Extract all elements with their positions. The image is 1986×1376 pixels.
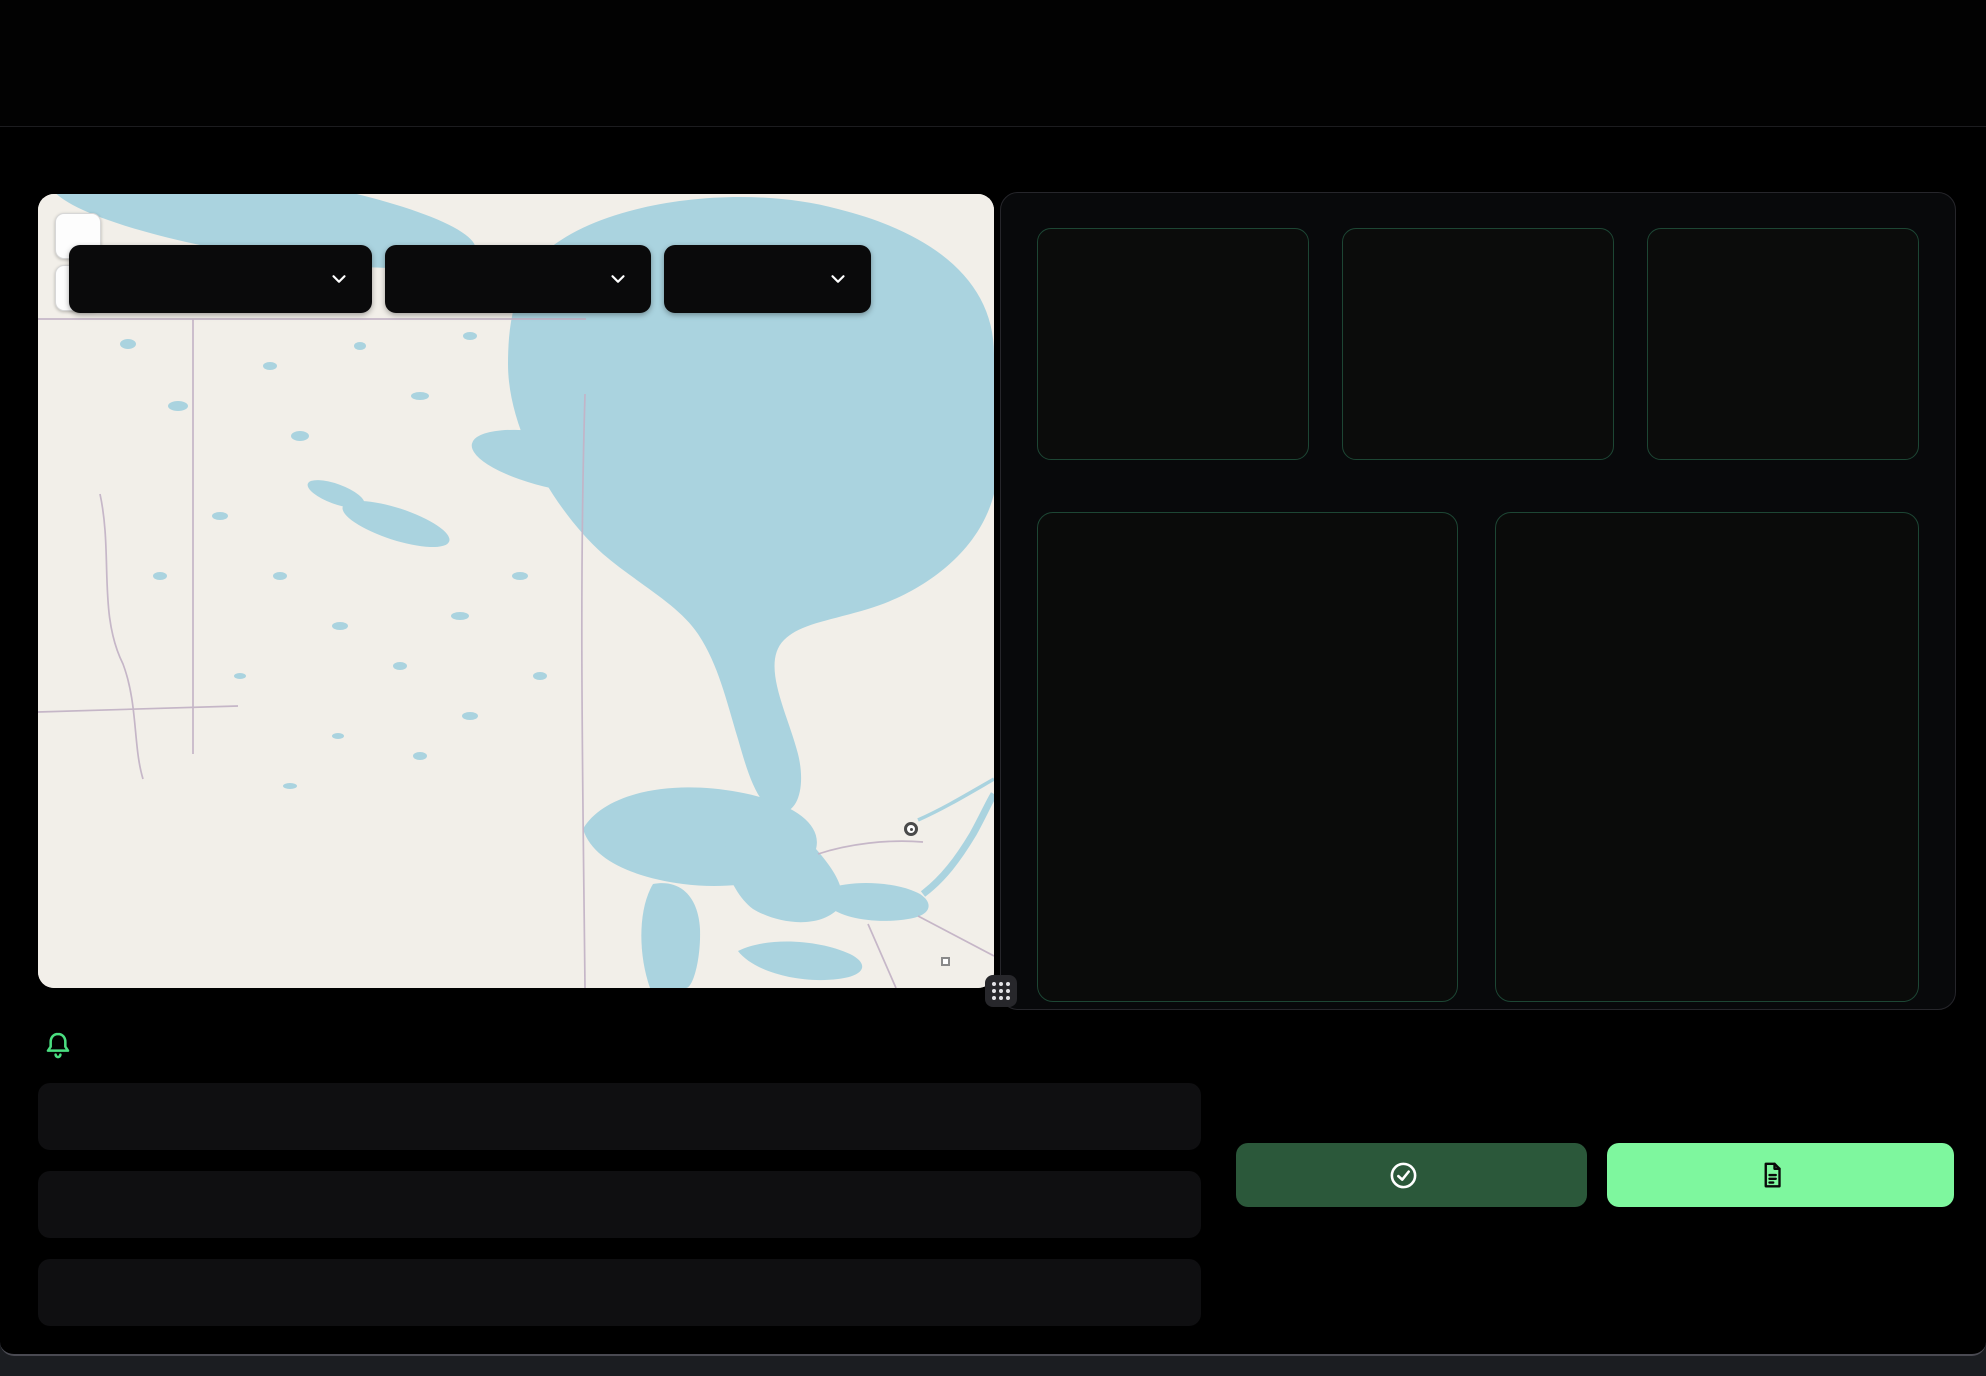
filter-regions-select[interactable] xyxy=(69,245,372,313)
stat-card-critical-tanks xyxy=(1342,228,1614,460)
stat-card-total-fuel xyxy=(1037,228,1309,460)
check-circle-icon xyxy=(1388,1160,1419,1191)
stat-cards-row xyxy=(1037,228,1919,460)
stat-card-avg-depletion xyxy=(1647,228,1919,460)
map-panel[interactable] xyxy=(38,194,994,988)
chevron-down-icon xyxy=(328,268,350,290)
newyork-town-dot xyxy=(941,957,950,966)
regional-consumption-bar-chart xyxy=(1496,513,1918,1001)
header xyxy=(0,0,1986,127)
filter-status-select[interactable] xyxy=(664,245,871,313)
dashboard-app xyxy=(0,0,1986,1356)
recent-alerts-heading xyxy=(42,1030,94,1062)
regional-consumption-chart-card xyxy=(1495,512,1919,1002)
tank-status-donut-chart xyxy=(1038,513,1459,1003)
chevron-down-icon xyxy=(607,268,629,290)
filter-fueltypes-select[interactable] xyxy=(385,245,651,313)
map-resize-handle[interactable] xyxy=(985,975,1017,1007)
alert-row[interactable] xyxy=(38,1171,1201,1238)
map-filters xyxy=(69,245,871,313)
tank-status-chart-card xyxy=(1037,512,1458,1002)
bell-icon xyxy=(42,1030,74,1062)
generate-report-button[interactable] xyxy=(1607,1143,1954,1207)
chevron-down-icon xyxy=(827,268,849,290)
alert-row[interactable] xyxy=(38,1083,1201,1150)
alert-row[interactable] xyxy=(38,1259,1201,1326)
map-basemap xyxy=(38,194,994,988)
ottawa-town-marker xyxy=(904,822,918,836)
main-nav xyxy=(1691,0,1927,127)
acknowledge-all-button[interactable] xyxy=(1236,1143,1587,1207)
charts-row xyxy=(1037,512,1919,1002)
document-icon xyxy=(1757,1160,1787,1190)
metrics-panel xyxy=(1000,192,1956,1010)
